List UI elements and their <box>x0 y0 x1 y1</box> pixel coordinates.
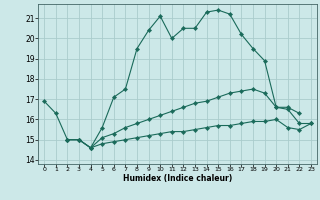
X-axis label: Humidex (Indice chaleur): Humidex (Indice chaleur) <box>123 174 232 183</box>
